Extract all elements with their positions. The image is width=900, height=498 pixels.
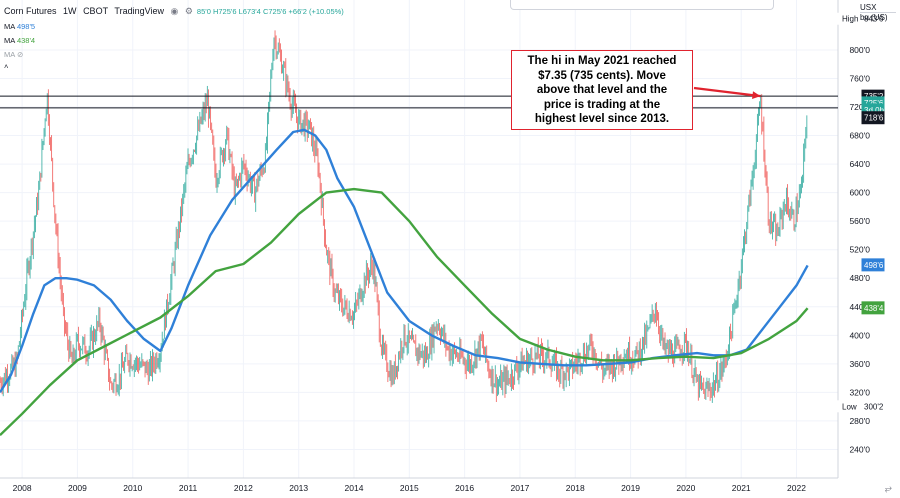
price-axis-label: Low xyxy=(842,402,857,411)
x-tick-label: 2009 xyxy=(68,483,87,493)
price-label-bg xyxy=(836,400,860,413)
price-label-bg xyxy=(861,258,885,272)
drawing-toolbar[interactable] xyxy=(510,0,774,10)
annotation-line: The hi in May 2021 reached xyxy=(527,55,677,67)
y-tick-label: 240'0 xyxy=(849,444,870,454)
annotation-line: above that level and the xyxy=(536,84,668,96)
y-tick-label: 480'0 xyxy=(849,273,870,283)
data-source: TradingView xyxy=(114,6,164,16)
chart-header: Corn Futures 1W CBOT TradingView ◉ ⚙ ​85… xyxy=(4,6,348,17)
x-tick-label: 2015 xyxy=(400,483,419,493)
ma-label: MA xyxy=(4,36,15,45)
ohlc-values: ​85'0 H725'6 L673'4 C725'6 +66'2 (+10.05… xyxy=(196,7,344,16)
annotation-callout: The hi in May 2021 reached $7.35 (735 ce… xyxy=(511,50,693,130)
ma-label: MA xyxy=(4,50,15,59)
eye-off-icon[interactable]: ⊘ xyxy=(16,50,24,59)
collapse-indicators-icon[interactable]: ˄ xyxy=(4,62,9,71)
symbol-name[interactable]: Corn Futures xyxy=(4,6,57,16)
x-tick-label: 2014 xyxy=(345,483,364,493)
y-tick-label: 600'0 xyxy=(849,188,870,198)
interval[interactable]: 1W xyxy=(63,6,77,16)
x-tick-label: 2011 xyxy=(179,483,198,493)
y-tick-label: 560'0 xyxy=(849,216,870,226)
price-axis-label: 3d 0h xyxy=(864,106,884,115)
annotation-line: highest level since 2013. xyxy=(534,113,670,125)
currency-scale[interactable]: USX bu (US) xyxy=(860,3,896,22)
y-tick-label: 720'0 xyxy=(849,102,870,112)
indicator-ma-1[interactable]: MA 498'5 xyxy=(4,22,35,31)
expand-icon[interactable]: ⥂ xyxy=(884,483,892,493)
currency-label: USX xyxy=(860,3,896,13)
price-axis-label: 438'4 xyxy=(864,304,884,313)
annotation-line: price is trading at the xyxy=(543,98,661,111)
y-tick-label: 280'0 xyxy=(849,416,870,426)
y-tick-label: 320'0 xyxy=(849,387,870,397)
annotation-line: $7.35 (735 cents). Move xyxy=(538,69,666,82)
annotation-arrowhead xyxy=(752,91,761,100)
x-tick-label: 2017 xyxy=(510,483,529,493)
price-axis-label: 300'2 xyxy=(864,402,884,411)
y-tick-label: 680'0 xyxy=(849,131,870,141)
x-tick-label: 2020 xyxy=(676,483,695,493)
x-tick-label: 2022 xyxy=(787,483,806,493)
x-tick-label: 2010 xyxy=(123,483,142,493)
y-tick-label: 360'0 xyxy=(849,359,870,369)
x-tick-label: 2016 xyxy=(455,483,474,493)
price-label-bg xyxy=(861,111,885,125)
y-tick-label: 400'0 xyxy=(849,330,870,340)
price-axis-label: High xyxy=(842,15,858,24)
x-tick-label: 2013 xyxy=(289,483,308,493)
indicator-ma-2[interactable]: MA 438'4 xyxy=(4,36,35,45)
price-label-bg xyxy=(836,12,860,25)
x-tick-label: 2019 xyxy=(621,483,640,493)
price-label-bg xyxy=(861,399,885,413)
ma-value: 438'4 xyxy=(16,36,36,45)
x-tick-label: 2012 xyxy=(234,483,253,493)
price-axis-label: 498'6 xyxy=(864,261,884,270)
indicator-ma-3[interactable]: MA ⊘ xyxy=(4,50,23,59)
y-tick-label: 800'0 xyxy=(849,45,870,55)
ma-series-line-2 xyxy=(0,187,809,437)
ma-series-line-1 xyxy=(0,128,809,394)
y-tick-label: 520'0 xyxy=(849,245,870,255)
x-tick-label: 2021 xyxy=(732,483,751,493)
unit-label: bu (US) xyxy=(860,13,888,22)
eye-icon[interactable]: ◉ xyxy=(170,6,179,16)
y-tick-label: 440'0 xyxy=(849,302,870,312)
price-label-bg xyxy=(861,301,885,315)
x-tick-label: 2008 xyxy=(13,483,32,493)
annotation-arrow xyxy=(693,86,761,98)
price-axis-label: 843'6 xyxy=(864,15,884,24)
settings-icon[interactable]: ⚙ xyxy=(184,6,193,16)
price-axis-label: 718'6 xyxy=(864,114,884,123)
y-tick-label: 760'0 xyxy=(849,73,870,83)
ma-label: MA xyxy=(4,22,15,31)
x-tick-label: 2018 xyxy=(566,483,585,493)
ma-value: 498'5 xyxy=(16,22,36,31)
exchange: CBOT xyxy=(83,6,109,16)
y-tick-label: 640'0 xyxy=(849,159,870,169)
